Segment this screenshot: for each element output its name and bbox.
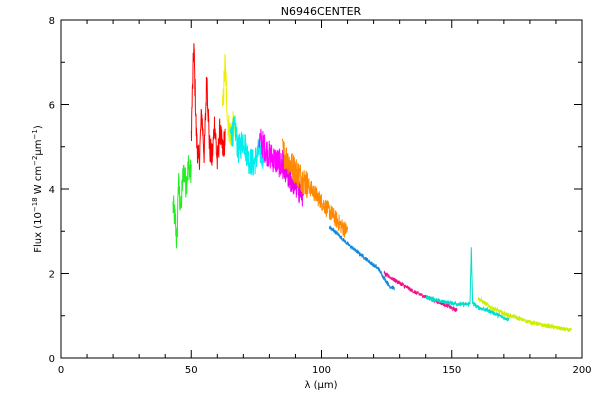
y-label-exp2: −2 bbox=[31, 156, 39, 166]
x-tick-label: 100 bbox=[312, 365, 331, 376]
y-axis-label: Flux (10−18 W cm−2μm−1) bbox=[31, 125, 44, 253]
spectrum-segment-1 bbox=[172, 155, 192, 249]
x-tick-label: 50 bbox=[185, 365, 198, 376]
y-label-exp1: −18 bbox=[31, 197, 39, 212]
x-axis-label: λ (μm) bbox=[304, 380, 337, 391]
y-tick-label: 6 bbox=[49, 101, 55, 112]
y-tick-label: 0 bbox=[49, 354, 55, 365]
y-tick-label: 2 bbox=[49, 270, 55, 281]
spectrum-segment-8 bbox=[328, 225, 395, 291]
y-axis: 0 2 4 6 8 bbox=[49, 16, 582, 365]
y-label-exp3: −1 bbox=[31, 129, 39, 139]
spectrum-segment-2 bbox=[190, 43, 226, 170]
y-label-mid2: μm bbox=[33, 139, 44, 155]
x-axis: 0 50 100 150 200 bbox=[58, 20, 592, 376]
x-tick-label: 150 bbox=[442, 365, 461, 376]
spectrum-segment-4 bbox=[229, 116, 265, 176]
y-tick-label: 4 bbox=[49, 185, 55, 196]
spectrum-segment-7 bbox=[281, 138, 349, 238]
plot-frame bbox=[60, 19, 583, 359]
spectrum-segment-9 bbox=[383, 270, 458, 312]
series-layer bbox=[172, 43, 573, 333]
y-label-suffix: ) bbox=[33, 125, 44, 129]
spectrum-segment-10 bbox=[425, 247, 510, 322]
x-tick-label: 200 bbox=[572, 365, 591, 376]
x-tick-label: 0 bbox=[58, 365, 64, 376]
y-label-prefix: Flux (10 bbox=[33, 212, 44, 253]
spectrum-segment-11 bbox=[477, 296, 573, 333]
chart-title: N6946CENTER bbox=[281, 5, 362, 18]
y-label-mid: W cm bbox=[33, 166, 44, 197]
y-tick-label: 8 bbox=[49, 16, 55, 27]
